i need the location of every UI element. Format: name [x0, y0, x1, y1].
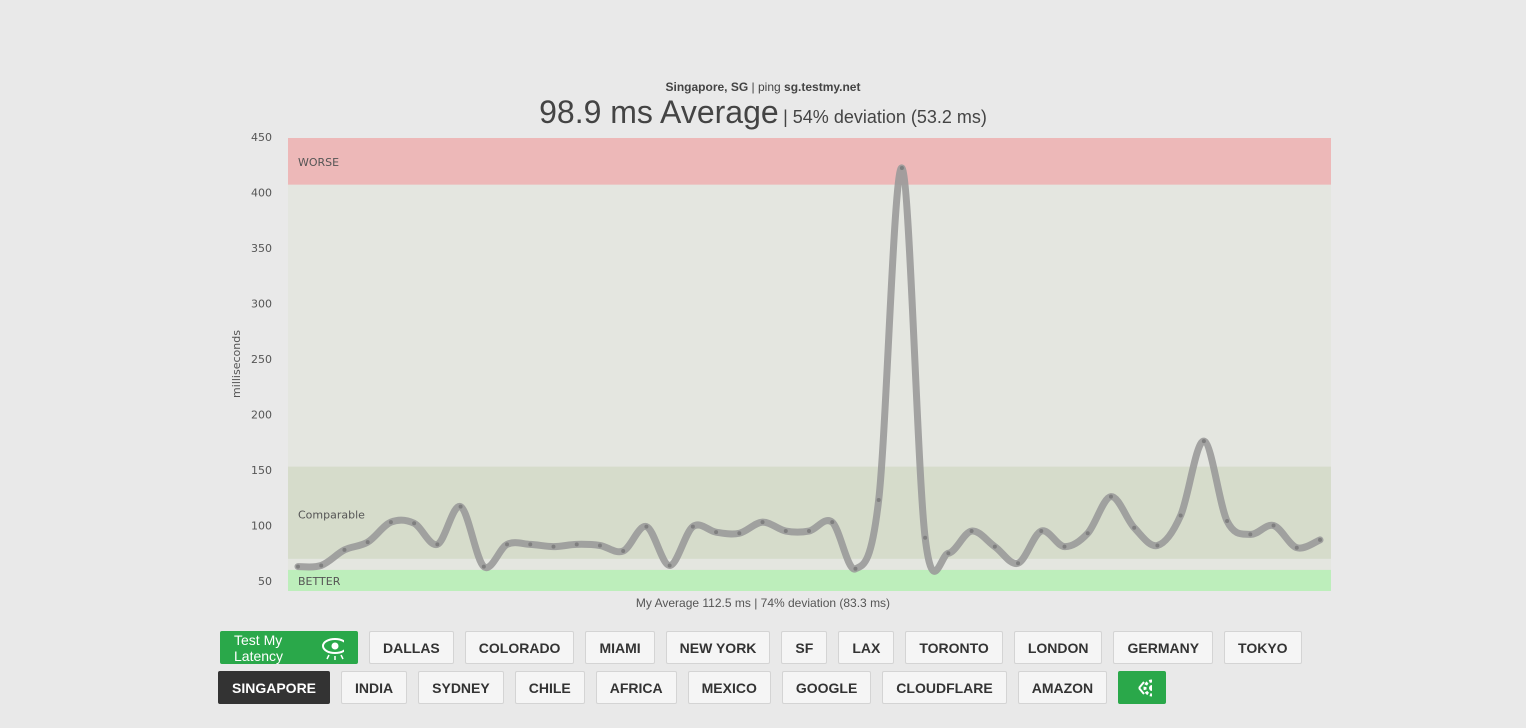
- point: [1225, 519, 1230, 524]
- chart: WORSE Comparable BETTER 50 100 150 200 250 300 35…: [230, 131, 1331, 591]
- ping-label: | ping: [751, 80, 781, 94]
- button-row: Test My Latency DALLAS COLORADO MIAMI NEW Y…: [220, 631, 1302, 664]
- point: [505, 542, 510, 547]
- point: [690, 524, 695, 529]
- band-label: Comparable: [298, 509, 365, 522]
- y-tick-label: 150: [251, 464, 272, 477]
- latency-line: [294, 164, 1324, 575]
- point: [1062, 544, 1067, 549]
- server-button[interactable]: INDIA: [341, 671, 408, 704]
- server-button[interactable]: SINGAPORE: [218, 671, 331, 704]
- server-button[interactable]: AFRICA: [595, 671, 677, 704]
- server-button[interactable]: CLOUDFLARE: [882, 671, 1007, 704]
- y-tick-label: 200: [251, 409, 272, 422]
- point: [737, 531, 742, 536]
- point: [296, 564, 300, 569]
- point: [1155, 543, 1160, 548]
- point: [1294, 545, 1299, 550]
- band-label: BETTER: [298, 575, 341, 588]
- point: [992, 544, 997, 549]
- y-tick-label: 350: [251, 242, 272, 255]
- summary: 98.9 ms Average | 54% deviation (53.2 ms…: [0, 94, 1526, 131]
- server-button[interactable]: COLORADO: [464, 631, 575, 664]
- button-row: SINGAPORE INDIA SYDNEY CHILE AFRICA MEXICO GOO…: [218, 671, 1167, 704]
- point: [969, 529, 974, 534]
- gear-icon: [1138, 679, 1153, 696]
- point: [481, 564, 486, 569]
- server-button[interactable]: AMAZON: [1017, 671, 1108, 704]
- point: [760, 520, 765, 525]
- y-tick-label: 400: [251, 187, 272, 200]
- eye-icon: [321, 637, 344, 660]
- server-button[interactable]: NEW YORK: [665, 631, 771, 664]
- point: [319, 563, 324, 568]
- server-button[interactable]: GOOGLE: [781, 671, 872, 704]
- point: [1016, 561, 1021, 566]
- server-button[interactable]: SF: [781, 631, 828, 664]
- server-button[interactable]: MIAMI: [585, 631, 655, 664]
- band: [288, 466, 1331, 559]
- server-button[interactable]: LONDON: [1013, 631, 1103, 664]
- point: [644, 524, 649, 529]
- point: [1108, 494, 1113, 499]
- point: [783, 529, 788, 534]
- y-tick-label: 250: [251, 353, 272, 366]
- location: Singapore, SG: [665, 80, 749, 94]
- settings-button[interactable]: [1118, 671, 1167, 704]
- point: [1248, 532, 1253, 537]
- point: [1271, 523, 1276, 528]
- point: [714, 530, 719, 535]
- test-button[interactable]: Test My Latency: [220, 631, 358, 664]
- point: [412, 521, 417, 526]
- server-button[interactable]: GERMANY: [1113, 631, 1214, 664]
- point: [1039, 529, 1044, 534]
- band: [288, 138, 1331, 185]
- band-label: WORSE: [298, 156, 339, 169]
- point: [946, 551, 951, 556]
- point: [1178, 513, 1183, 518]
- point: [458, 504, 463, 509]
- test-label: Test My Latency: [234, 631, 284, 664]
- point: [667, 563, 672, 568]
- point: [1132, 525, 1137, 530]
- point: [1085, 531, 1090, 536]
- point: [388, 520, 393, 525]
- band: [288, 569, 1331, 591]
- server-button[interactable]: DALLAS: [369, 631, 454, 664]
- server-button[interactable]: TORONTO: [905, 631, 1003, 664]
- y-tick-label: 50: [258, 575, 272, 588]
- y-tick-label: 450: [251, 131, 272, 144]
- point: [807, 529, 811, 534]
- point: [899, 165, 904, 170]
- server-button[interactable]: LAX: [838, 631, 895, 664]
- point: [621, 549, 626, 554]
- point: [1318, 537, 1322, 542]
- point: [876, 497, 881, 502]
- point: [551, 544, 556, 549]
- y-tick-label: 300: [251, 298, 272, 311]
- point: [830, 520, 835, 525]
- y-axis-label: milliseconds: [230, 330, 243, 398]
- server-button[interactable]: SYDNEY: [418, 671, 504, 704]
- point: [853, 566, 858, 571]
- server-button[interactable]: TOKYO: [1224, 631, 1302, 664]
- server-button[interactable]: CHILE: [514, 671, 585, 704]
- y-tick-label: 100: [251, 520, 272, 533]
- point: [342, 547, 347, 552]
- point: [528, 542, 533, 547]
- point: [574, 542, 579, 547]
- point: [365, 540, 370, 545]
- deviation: | 54% deviation (53.2 ms): [783, 107, 987, 127]
- chart-footer: My Average 112.5 ms | 74% deviation (83.…: [635, 596, 891, 610]
- point: [1201, 439, 1206, 444]
- host: sg.testmy.net: [784, 80, 861, 94]
- point: [597, 543, 602, 548]
- average: 98.9 ms Average: [539, 94, 779, 130]
- point: [435, 542, 440, 547]
- point: [923, 535, 928, 540]
- server-button[interactable]: MEXICO: [687, 671, 771, 704]
- location-line: Singapore, SG | ping sg.testmy.net: [0, 80, 1526, 94]
